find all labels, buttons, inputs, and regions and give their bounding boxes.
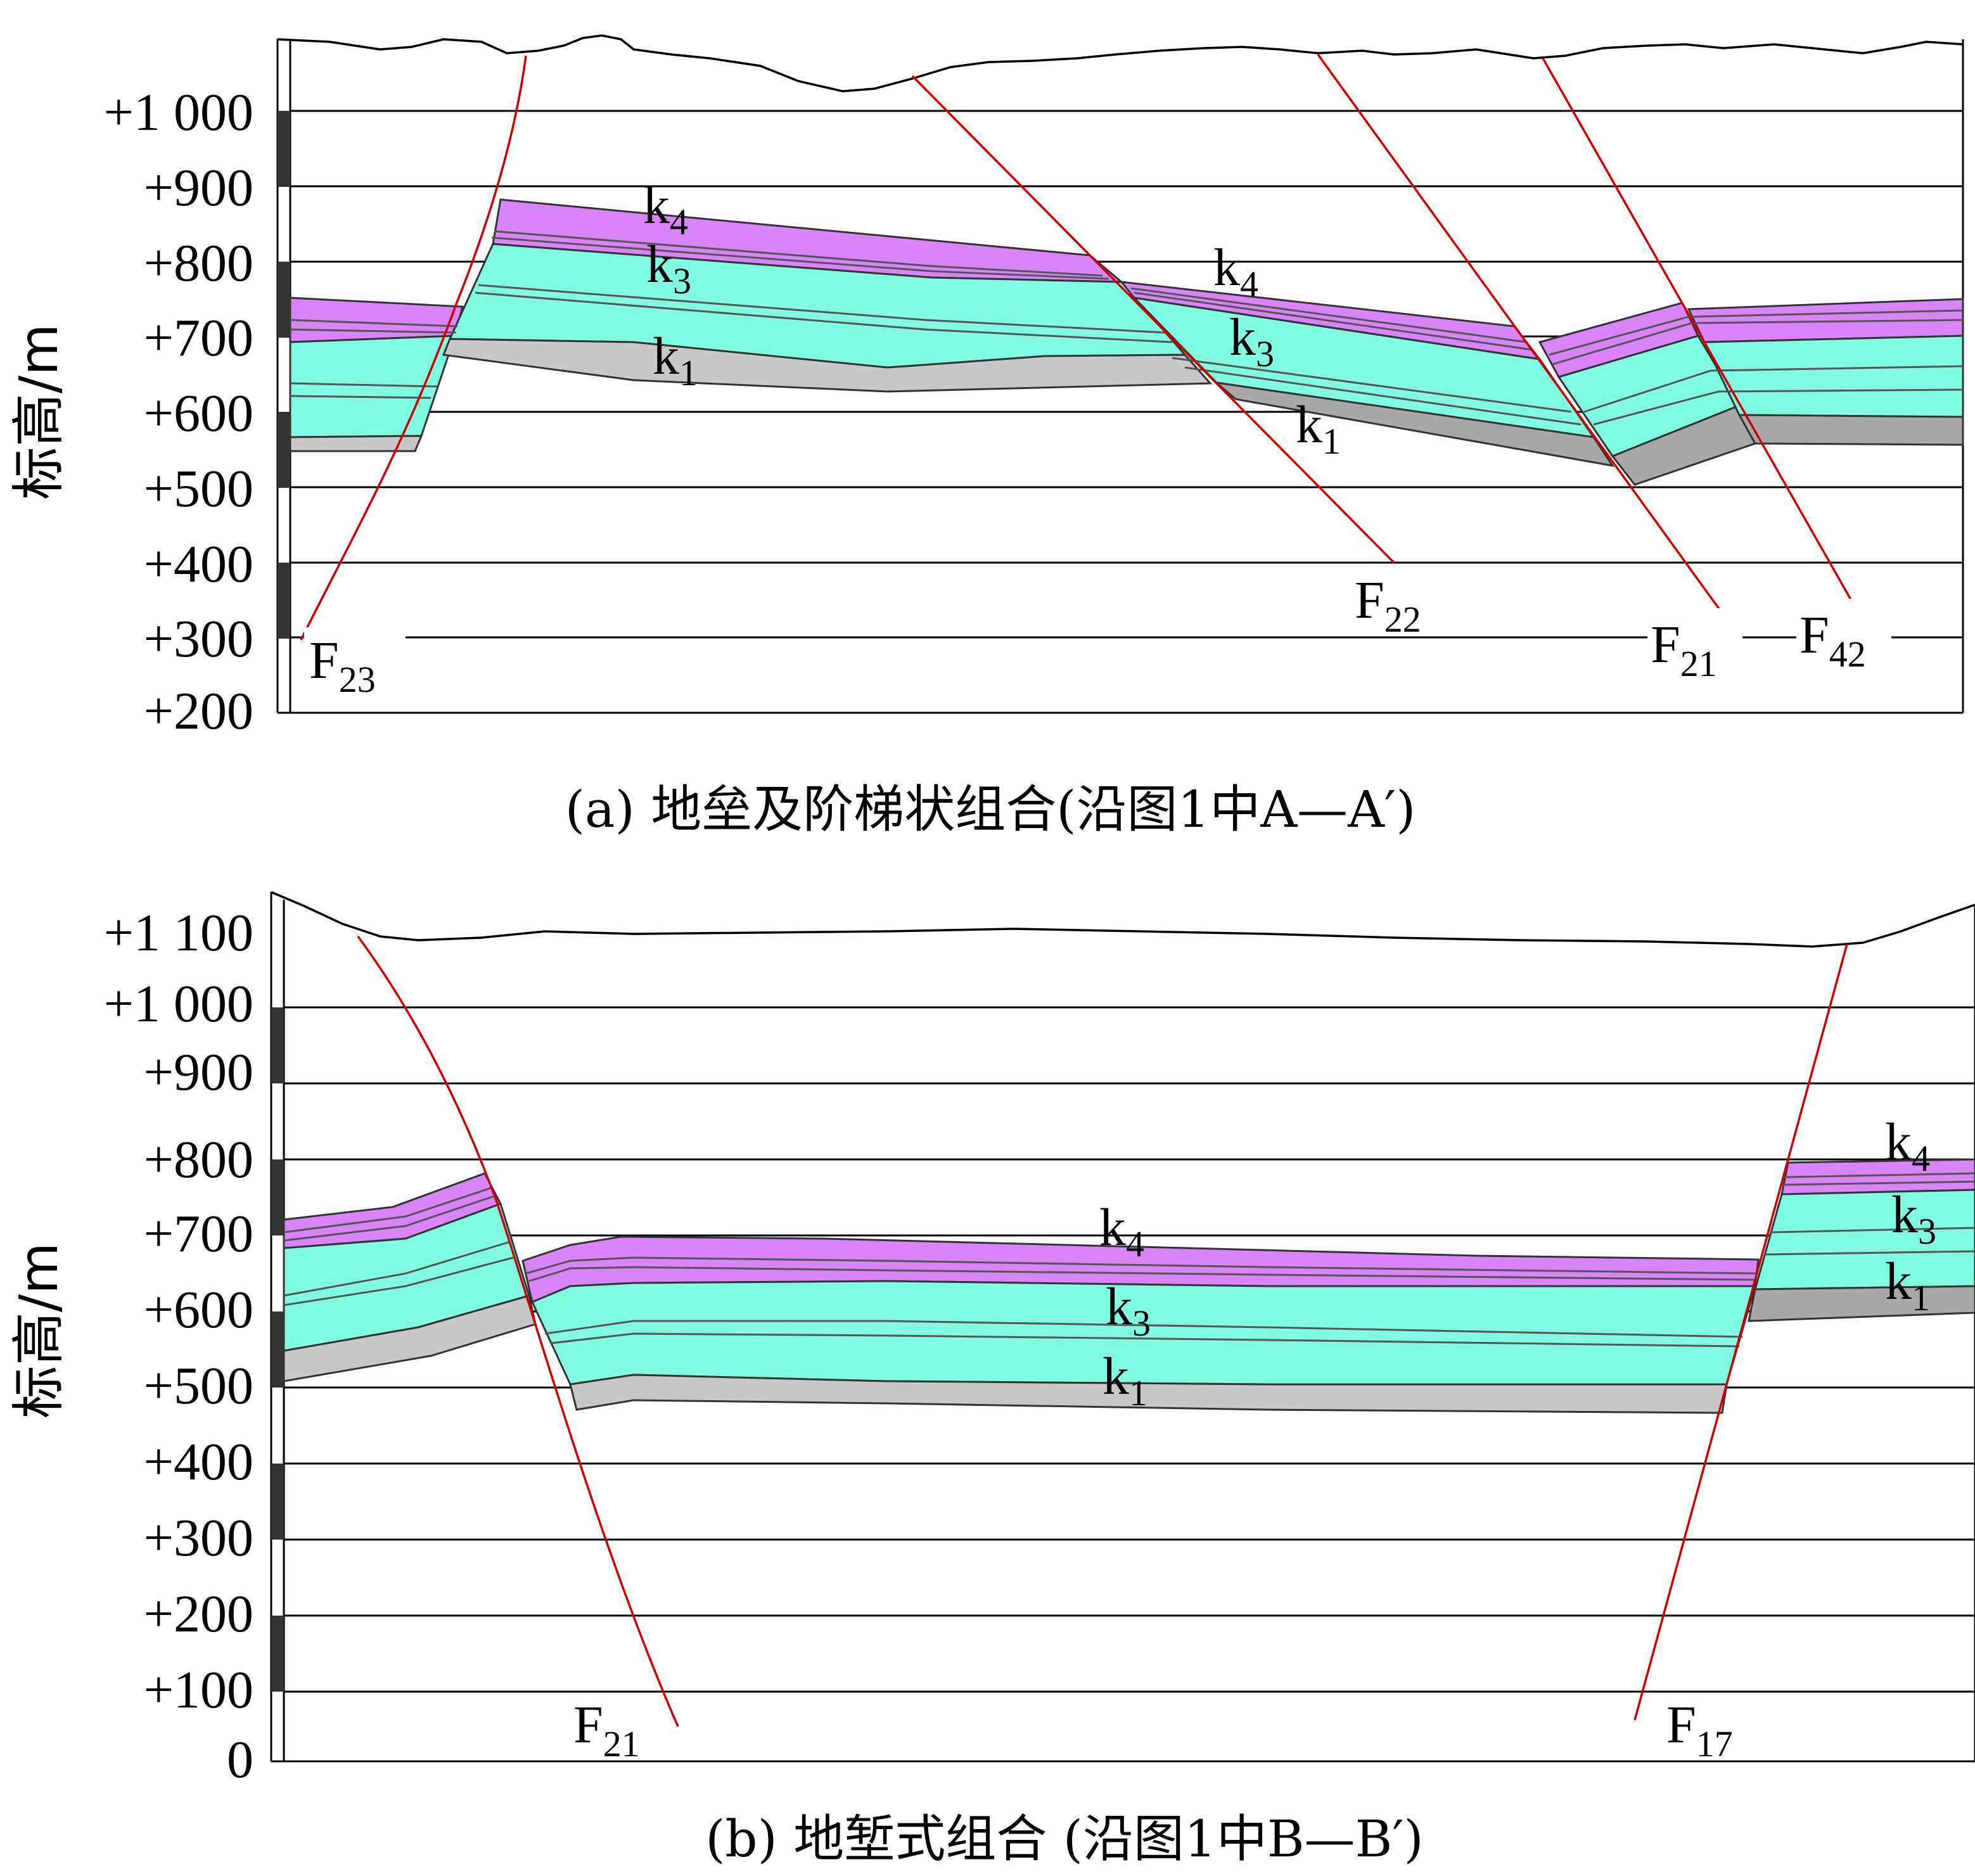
layer-label: k4 (643, 176, 688, 243)
panel-a-y-ticks: +1 000 +900 +800 +700 +600 +500 +400 +30… (104, 83, 253, 741)
fault-label: F42 (1799, 606, 1866, 675)
panel-a-seams (290, 230, 1964, 426)
y-tick: +700 (144, 1204, 253, 1263)
fault-label: F23 (309, 631, 376, 700)
panel-a-faults (300, 53, 1858, 641)
fault-f21-line-b (357, 935, 679, 1727)
fault-f21-line (1317, 53, 1741, 638)
fault-label: F21 (573, 1695, 640, 1764)
panel-b-scale-bar (271, 1007, 284, 1692)
y-tick: +800 (144, 1130, 253, 1189)
y-tick: +900 (144, 1043, 253, 1102)
panel-b-caption: (b) 地堑式组合 (沿图1中B—B′) (705, 1809, 1424, 1868)
fault-f42-line (1542, 58, 1858, 610)
panel-a-strata (289, 198, 1964, 486)
layer-label: k1 (653, 327, 698, 393)
y-tick: +200 (144, 1585, 253, 1643)
y-tick: +600 (144, 1280, 253, 1339)
panel-a-y-axis-label: 标高/m (8, 324, 70, 500)
layer-label: k1 (1296, 395, 1341, 462)
panel-a: +1 000 +900 +800 +700 +600 +500 +400 +30… (8, 34, 1964, 839)
panel-a-ground-surface (277, 34, 1964, 93)
panel-b-strata (283, 1158, 1975, 1414)
panel-a-caption: (a) 地垒及阶梯状组合(沿图1中A—A′) (565, 780, 1416, 839)
fault-label: F17 (1666, 1695, 1733, 1764)
fault-f17-line (1633, 943, 1848, 1721)
y-tick: +700 (144, 309, 253, 367)
y-tick: +600 (144, 384, 253, 443)
panel-b-ground-surface (271, 891, 1975, 948)
layer-label: k1 (1103, 1347, 1147, 1413)
layer-label: k3 (646, 235, 691, 302)
y-tick: +300 (144, 609, 253, 668)
panel-a-scale-bar (278, 111, 290, 639)
y-tick: +900 (144, 158, 253, 217)
panel-a-fault-labels: F23 F22 F21 F42 (304, 564, 1891, 700)
panel-b-layer-labels: k4 k3 k1 k4 k3 k1 (1099, 1113, 1936, 1413)
fault-f23-line (300, 55, 527, 641)
fault-label: F22 (1355, 571, 1421, 640)
y-tick: +300 (144, 1509, 253, 1567)
y-tick: +1 000 (104, 83, 253, 142)
y-tick: +400 (144, 1433, 253, 1491)
y-tick: +1 100 (104, 903, 253, 962)
y-tick: +1 000 (104, 974, 253, 1033)
y-tick: +100 (144, 1661, 253, 1720)
panel-a-layer-labels: k4 k3 k1 k4 k3 k1 (643, 176, 1341, 462)
y-tick: +800 (144, 234, 253, 293)
fault-label: F21 (1651, 615, 1717, 684)
panel-b-faults (357, 935, 1848, 1727)
y-tick: +200 (144, 682, 253, 741)
layer-label: k4 (1099, 1198, 1144, 1265)
panel-b-seams (283, 1172, 1975, 1348)
y-tick: 0 (227, 1730, 253, 1789)
panel-b: +1 100 +1 000 +900 +800 +700 +600 +500 +… (8, 891, 1975, 1868)
layer-label: k3 (1106, 1277, 1151, 1344)
layer-label: k3 (1891, 1185, 1936, 1252)
panel-b-fault-labels: F21 F17 (573, 1695, 1733, 1764)
layer-label: k4 (1213, 238, 1258, 305)
panel-b-y-axis-label: 标高/m (8, 1242, 70, 1419)
y-tick: +400 (144, 535, 253, 594)
layer-label: k3 (1229, 308, 1274, 374)
y-tick: +500 (144, 1356, 253, 1415)
panel-b-y-ticks: +1 100 +1 000 +900 +800 +700 +600 +500 +… (104, 903, 253, 1789)
fault-f22-line (911, 75, 1395, 564)
y-tick: +500 (144, 459, 253, 518)
layer-label: k1 (1885, 1252, 1930, 1318)
layer-label: k4 (1885, 1113, 1930, 1179)
